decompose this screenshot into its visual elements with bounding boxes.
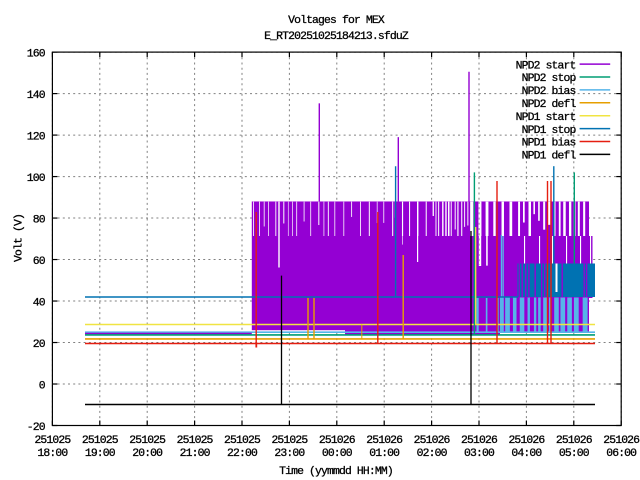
svg-text:251026: 251026 — [366, 435, 403, 447]
svg-text:251025: 251025 — [224, 435, 261, 447]
svg-text:251026: 251026 — [508, 435, 545, 447]
svg-text:00:00: 00:00 — [322, 448, 353, 460]
svg-text:80: 80 — [33, 215, 46, 227]
svg-text:06:00: 06:00 — [606, 448, 637, 460]
svg-text:03:00: 03:00 — [464, 448, 495, 460]
svg-text:05:00: 05:00 — [559, 448, 590, 460]
svg-text:20:00: 20:00 — [132, 448, 163, 460]
svg-text:251026: 251026 — [319, 435, 356, 447]
svg-text:NPD2 defl: NPD2 defl — [522, 99, 577, 111]
svg-text:02:00: 02:00 — [417, 448, 448, 460]
svg-text:251025: 251025 — [82, 435, 119, 447]
svg-text:60: 60 — [33, 256, 46, 268]
svg-text:NPD1 defl: NPD1 defl — [522, 151, 577, 163]
svg-text:Voltages for MEX: Voltages for MEX — [288, 15, 385, 27]
svg-text:251026: 251026 — [603, 435, 640, 447]
svg-text:23:00: 23:00 — [274, 448, 305, 460]
svg-text:251025: 251025 — [271, 435, 308, 447]
svg-text:21:00: 21:00 — [180, 448, 211, 460]
svg-text:NPD1 start: NPD1 start — [516, 112, 576, 124]
svg-text:100: 100 — [27, 173, 46, 185]
svg-text:NPD2 start: NPD2 start — [516, 60, 576, 72]
svg-text:140: 140 — [27, 90, 46, 102]
svg-text:E_RT20251025184213.sfduZ: E_RT20251025184213.sfduZ — [264, 31, 409, 43]
svg-text:04:00: 04:00 — [511, 448, 542, 460]
svg-text:22:00: 22:00 — [227, 448, 258, 460]
svg-text:01:00: 01:00 — [369, 448, 400, 460]
svg-text:18:00: 18:00 — [37, 448, 68, 460]
svg-text:Time (yymmdd HH:MM): Time (yymmdd HH:MM) — [279, 466, 393, 478]
svg-text:251026: 251026 — [461, 435, 498, 447]
svg-text:NPD2 bias: NPD2 bias — [522, 86, 576, 98]
svg-text:-20: -20 — [27, 422, 46, 434]
svg-text:19:00: 19:00 — [85, 448, 116, 460]
svg-text:NPD1 stop: NPD1 stop — [522, 125, 577, 137]
svg-text:NPD1 bias: NPD1 bias — [522, 138, 576, 150]
svg-text:251026: 251026 — [414, 435, 451, 447]
svg-text:251025: 251025 — [34, 435, 71, 447]
svg-text:160: 160 — [27, 49, 46, 61]
svg-text:251026: 251026 — [556, 435, 593, 447]
svg-text:20: 20 — [33, 339, 46, 351]
svg-text:251025: 251025 — [129, 435, 166, 447]
svg-text:0: 0 — [39, 381, 46, 393]
svg-text:120: 120 — [27, 132, 46, 144]
svg-text:Volt (V): Volt (V) — [13, 214, 25, 262]
svg-text:NPD2 stop: NPD2 stop — [522, 73, 577, 85]
svg-text:40: 40 — [33, 298, 46, 310]
svg-text:251025: 251025 — [177, 435, 214, 447]
